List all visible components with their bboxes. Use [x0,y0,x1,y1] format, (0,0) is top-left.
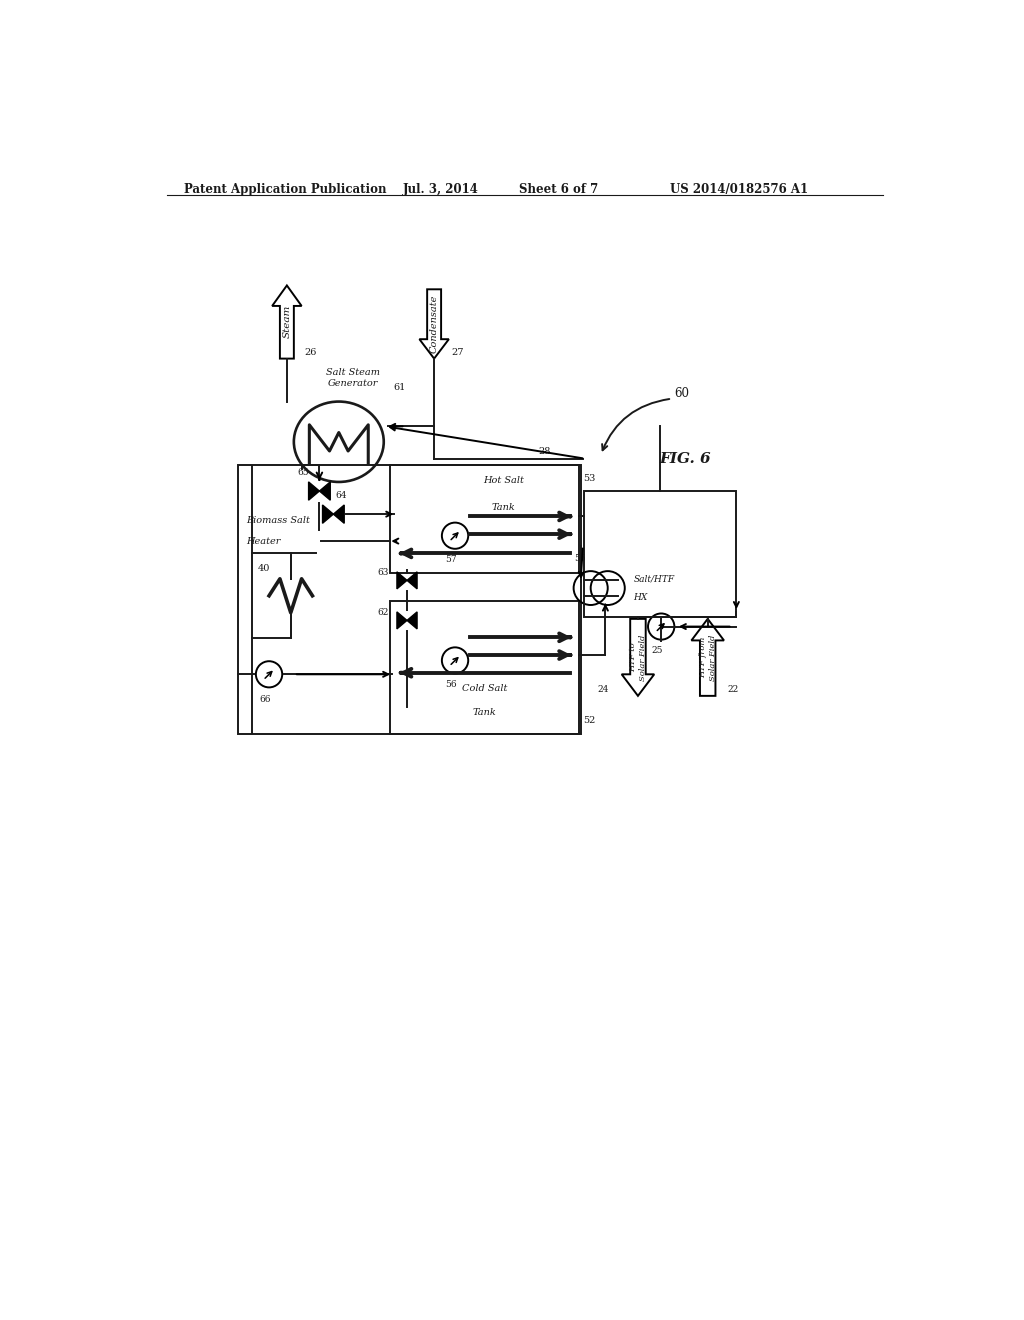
Text: 27: 27 [452,348,464,358]
Polygon shape [272,285,302,359]
Polygon shape [407,572,417,589]
Text: HX: HX [633,593,647,602]
Text: 56: 56 [445,680,457,689]
Text: 52: 52 [583,717,595,725]
Text: Tank: Tank [492,503,516,512]
Text: 40: 40 [258,564,270,573]
Text: 24: 24 [598,685,609,694]
Text: Jul. 3, 2014: Jul. 3, 2014 [403,183,479,197]
Bar [238,465,582,734]
Polygon shape [319,482,331,500]
Polygon shape [622,619,654,696]
Text: US 2014/0182576 A1: US 2014/0182576 A1 [671,183,809,197]
Text: Hot Salt: Hot Salt [483,477,524,486]
Text: Tank: Tank [473,709,497,717]
Polygon shape [308,482,319,500]
Polygon shape [334,506,344,523]
Text: HTF from
Solar Field: HTF from Solar Field [698,634,717,681]
Polygon shape [407,612,417,628]
Text: FIG. 6: FIG. 6 [658,451,711,466]
Text: Heater: Heater [246,537,281,546]
Bar [390,601,579,734]
Text: 22: 22 [727,685,738,694]
Text: 62: 62 [378,607,389,616]
Text: 60: 60 [675,387,689,400]
Text: 53: 53 [583,474,595,483]
Text: 26: 26 [304,348,316,358]
Polygon shape [397,612,407,628]
Text: 25: 25 [651,645,664,655]
Text: Sheet 6 of 7: Sheet 6 of 7 [519,183,599,197]
Text: Steam: Steam [283,305,292,338]
Text: 61: 61 [393,383,406,392]
Polygon shape [397,572,407,589]
Text: Patent Application Publication: Patent Application Publication [183,183,386,197]
Text: 64: 64 [335,491,346,500]
Text: 55: 55 [574,554,586,564]
Text: Salt Steam
Generator: Salt Steam Generator [326,368,380,388]
Text: Condensate: Condensate [430,294,438,354]
Text: Salt/HTF: Salt/HTF [633,574,675,583]
Polygon shape [323,506,334,523]
Text: 65: 65 [298,469,309,478]
Text: Cold Salt: Cold Salt [462,684,507,693]
Text: HTF to
Solar Field: HTF to Solar Field [629,634,647,681]
Bar [584,491,736,616]
Text: 57: 57 [445,554,457,564]
Text: 66: 66 [260,696,271,704]
Polygon shape [420,289,449,359]
Polygon shape [691,619,724,696]
Bar [390,465,579,573]
Text: 63: 63 [378,568,389,577]
Text: 28: 28 [539,446,551,455]
Text: Biomass Salt: Biomass Salt [246,516,309,525]
